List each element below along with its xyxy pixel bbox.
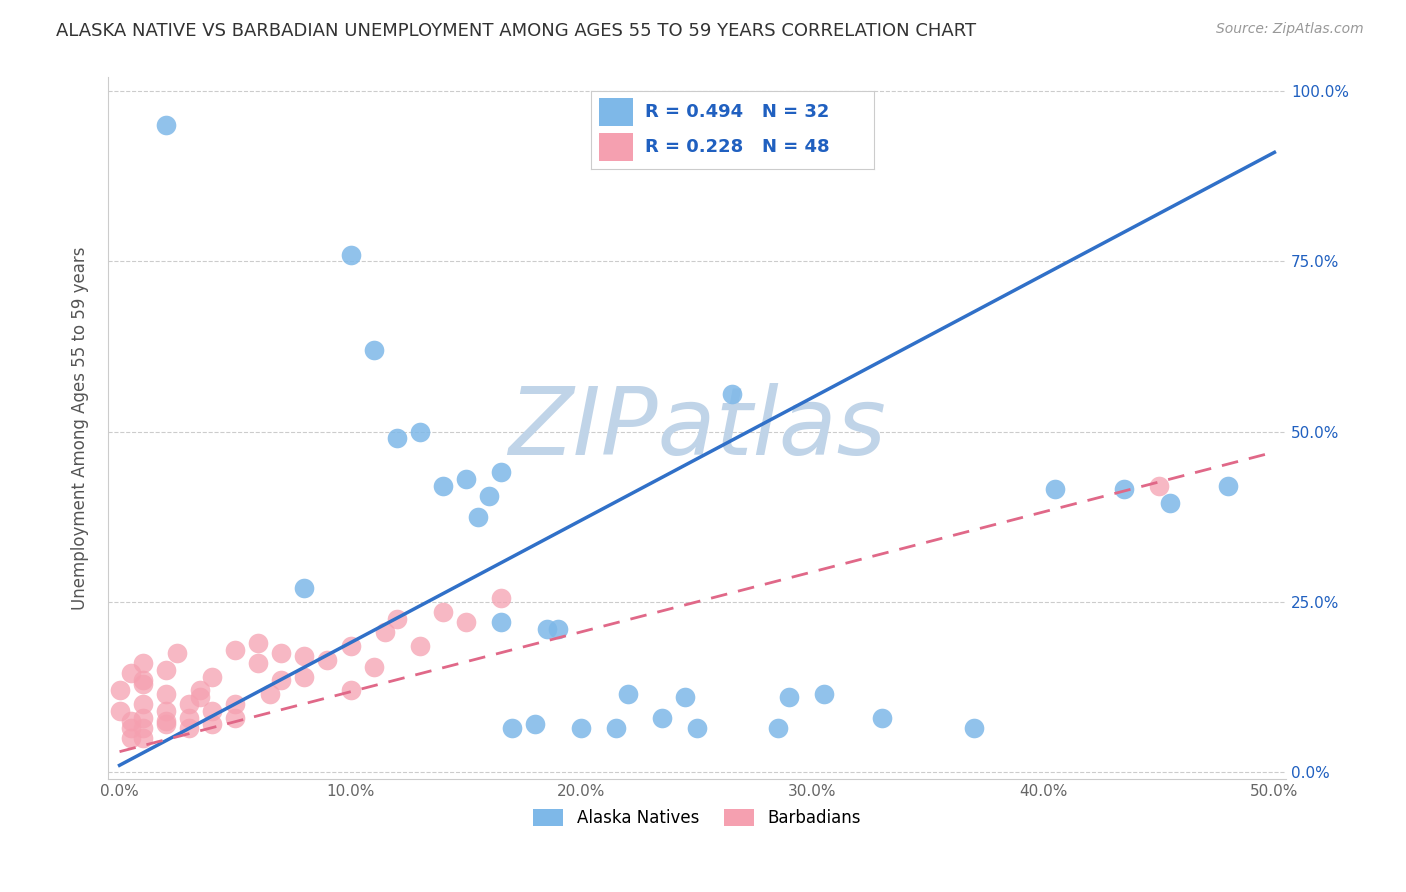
Point: [120, 714, 142, 728]
Point: [259, 687, 281, 701]
Point: [201, 717, 224, 731]
Point: [432, 479, 454, 493]
Point: [120, 666, 142, 681]
Point: [616, 687, 638, 701]
Point: [454, 472, 477, 486]
Text: ALASKA NATIVE VS BARBADIAN UNEMPLOYMENT AMONG AGES 55 TO 59 YEARS CORRELATION CH: ALASKA NATIVE VS BARBADIAN UNEMPLOYMENT …: [56, 22, 976, 40]
Point: [292, 649, 315, 664]
Point: [108, 683, 131, 698]
Point: [363, 343, 385, 357]
Point: [1147, 479, 1170, 493]
Point: [131, 656, 153, 670]
Point: [489, 466, 512, 480]
Point: [108, 704, 131, 718]
Point: [247, 656, 270, 670]
Point: [247, 636, 270, 650]
Point: [686, 721, 709, 735]
Point: [316, 653, 339, 667]
Point: [766, 721, 789, 735]
Point: [963, 721, 986, 735]
Point: [120, 721, 142, 735]
Point: [292, 670, 315, 684]
Point: [292, 581, 315, 595]
Point: [201, 670, 224, 684]
Point: [131, 721, 153, 735]
Point: [155, 717, 177, 731]
Point: [363, 659, 385, 673]
Point: [675, 690, 697, 705]
Point: [571, 721, 593, 735]
Point: [177, 721, 200, 735]
Point: [155, 704, 177, 718]
Point: [339, 247, 361, 261]
Point: [190, 683, 212, 698]
Point: [870, 711, 893, 725]
Point: [270, 646, 292, 660]
Point: [131, 673, 153, 688]
Point: [385, 431, 408, 445]
Point: [489, 591, 512, 606]
Point: [1159, 496, 1181, 510]
Point: [131, 731, 153, 745]
Point: [1114, 483, 1136, 497]
Point: [454, 615, 477, 630]
Point: [131, 676, 153, 690]
Point: [155, 118, 177, 132]
Point: [131, 697, 153, 711]
Point: [177, 697, 200, 711]
Point: [489, 615, 512, 630]
Point: [524, 717, 547, 731]
Point: [547, 622, 569, 636]
Point: [155, 687, 177, 701]
Point: [201, 704, 224, 718]
Point: [813, 687, 835, 701]
Point: [339, 683, 361, 698]
Text: Source: ZipAtlas.com: Source: ZipAtlas.com: [1216, 22, 1364, 37]
Point: [155, 663, 177, 677]
Point: [155, 714, 177, 728]
Point: [166, 646, 188, 660]
Point: [1218, 479, 1240, 493]
Y-axis label: Unemployment Among Ages 55 to 59 years: Unemployment Among Ages 55 to 59 years: [72, 246, 89, 610]
Legend: Alaska Natives, Barbadians: Alaska Natives, Barbadians: [526, 802, 868, 834]
Point: [120, 731, 142, 745]
Point: [1043, 483, 1066, 497]
Point: [605, 721, 627, 735]
Point: [190, 690, 212, 705]
Point: [478, 489, 501, 503]
Point: [270, 673, 292, 688]
Point: [720, 387, 742, 401]
Point: [536, 622, 558, 636]
Point: [374, 625, 396, 640]
Point: [131, 711, 153, 725]
Point: [778, 690, 800, 705]
Point: [409, 639, 432, 653]
Point: [385, 612, 408, 626]
Point: [177, 711, 200, 725]
Point: [339, 639, 361, 653]
Point: [651, 711, 673, 725]
Point: [224, 642, 246, 657]
Text: ZIPatlas: ZIPatlas: [508, 383, 886, 474]
Point: [224, 697, 246, 711]
Point: [432, 605, 454, 619]
Point: [224, 711, 246, 725]
Point: [467, 509, 489, 524]
Point: [409, 425, 432, 439]
Point: [501, 721, 523, 735]
